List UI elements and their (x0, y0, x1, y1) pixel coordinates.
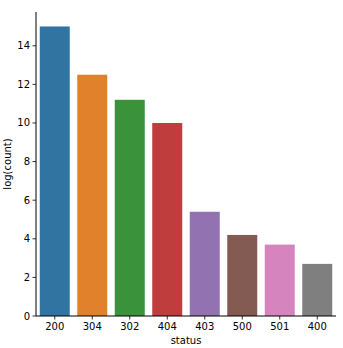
y-tick (33, 45, 37, 46)
y-tick (33, 238, 37, 239)
x-tick-label: 500 (233, 321, 252, 332)
x-axis-label: status (171, 335, 202, 346)
y-tick-label: 12 (17, 79, 30, 90)
y-tick (33, 316, 37, 317)
x-tick-label: 304 (83, 321, 102, 332)
x-tick (204, 316, 205, 320)
y-axis-line (36, 12, 37, 316)
x-axis-line (36, 316, 336, 317)
y-tick-label: 14 (17, 40, 30, 51)
bar (115, 100, 145, 316)
y-tick-label: 6 (24, 195, 30, 206)
x-tick-label: 400 (308, 321, 327, 332)
chart-svg: 0 2 4 6 8 10 12 14 200 304 302 404 403 500 501 400 statu… (0, 0, 343, 348)
x-tick-label: 302 (120, 321, 139, 332)
y-axis-label: log(count) (2, 138, 13, 189)
bars (40, 26, 333, 316)
x-tick (317, 316, 318, 320)
x-tick-label: 501 (270, 321, 289, 332)
x-tick (242, 316, 243, 320)
bar (77, 75, 107, 316)
y-tick (33, 277, 37, 278)
chart-container: 0 2 4 6 8 10 12 14 200 304 302 404 403 500 501 400 statu… (0, 0, 343, 348)
x-tick-label: 200 (45, 321, 64, 332)
y-tick (33, 84, 37, 85)
x-tick (167, 316, 168, 320)
y-tick-label: 0 (24, 311, 30, 322)
bar (302, 264, 332, 316)
y-tick (33, 200, 37, 201)
x-tick (54, 316, 55, 320)
x-tick (129, 316, 130, 320)
bar (265, 245, 295, 316)
x-tick (92, 316, 93, 320)
x-tick-label: 404 (158, 321, 177, 332)
y-tick-label: 4 (24, 233, 30, 244)
bar (152, 123, 182, 316)
x-tick (279, 316, 280, 320)
bar (227, 235, 257, 316)
bar (40, 26, 70, 316)
y-tick (33, 161, 37, 162)
x-tick-label: 403 (195, 321, 214, 332)
y-tick-label: 8 (24, 156, 30, 167)
bar (190, 212, 220, 316)
y-tick-label: 10 (17, 117, 30, 128)
y-tick-label: 2 (24, 272, 30, 283)
y-tick (33, 122, 37, 123)
